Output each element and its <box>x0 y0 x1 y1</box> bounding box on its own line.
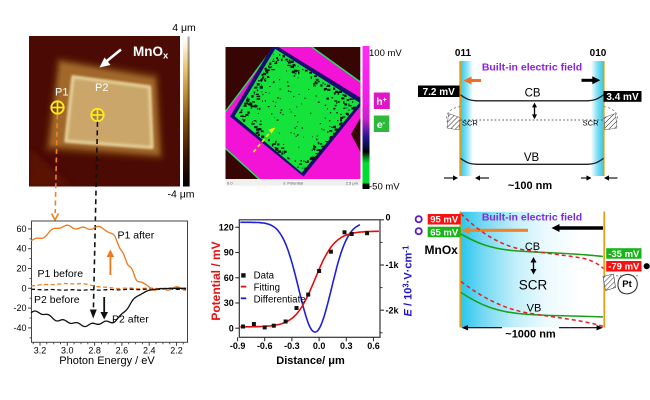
svg-text:65 mV: 65 mV <box>430 227 459 238</box>
svg-text:-0.9: -0.9 <box>230 341 246 351</box>
svg-text:SCR: SCR <box>519 278 548 293</box>
svg-text:0.0: 0.0 <box>227 180 233 185</box>
svg-text:100 mV: 100 mV <box>369 48 402 59</box>
svg-text:2.4: 2.4 <box>143 345 156 355</box>
svg-text:Pt: Pt <box>622 279 632 290</box>
svg-text:0: 0 <box>229 323 234 333</box>
svg-text:E / 103·V·cm-1: E / 103·V·cm-1 <box>402 245 415 316</box>
svg-text:MnOx: MnOx <box>133 44 169 62</box>
svg-text:SCR: SCR <box>583 119 599 128</box>
svg-text:0.3: 0.3 <box>340 341 353 351</box>
svg-text:MnOx: MnOx <box>425 243 459 257</box>
svg-text:Distance/ μm: Distance/ μm <box>276 355 345 367</box>
svg-text:-4 μm: -4 μm <box>167 189 194 201</box>
svg-text:-50 mV: -50 mV <box>369 182 400 193</box>
svg-text:2.5 μm: 2.5 μm <box>346 180 359 185</box>
svg-text:2.2: 2.2 <box>170 345 183 355</box>
svg-text:~1000 nm: ~1000 nm <box>505 329 556 341</box>
svg-text:95 mV: 95 mV <box>430 215 459 226</box>
svg-text:x: Potential: x: Potential <box>283 180 303 185</box>
svg-text:P1: P1 <box>55 87 68 99</box>
svg-text:h+: h+ <box>376 96 387 108</box>
svg-text:-0.6: -0.6 <box>257 341 273 351</box>
svg-text:20: 20 <box>16 264 26 274</box>
svg-text:-20: -20 <box>13 303 26 313</box>
svg-text:-35 mV: -35 mV <box>608 249 640 260</box>
svg-text:011: 011 <box>455 48 472 59</box>
svg-text:VB: VB <box>524 152 540 164</box>
svg-text:-79 mV: -79 mV <box>608 262 640 273</box>
svg-text:7.2 mV: 7.2 mV <box>423 87 456 98</box>
svg-text:Differentiate: Differentiate <box>254 294 306 305</box>
svg-text:P2 before: P2 before <box>34 294 80 306</box>
svg-text:60: 60 <box>224 273 234 283</box>
svg-text:Data: Data <box>254 271 275 282</box>
svg-text:CB: CB <box>525 88 541 100</box>
svg-text:Built-in electric field: Built-in electric field <box>482 62 582 74</box>
svg-text:-1k: -1k <box>386 260 400 270</box>
svg-text:2.8: 2.8 <box>88 345 101 355</box>
svg-text:4 μm: 4 μm <box>172 22 196 34</box>
svg-text:-0.3: -0.3 <box>284 341 300 351</box>
svg-text:P1 before: P1 before <box>38 268 84 280</box>
svg-text:SCR: SCR <box>462 119 478 128</box>
svg-text:~100 nm: ~100 nm <box>508 180 553 192</box>
svg-text:Built-in electric field: Built-in electric field <box>482 212 582 224</box>
svg-text:90: 90 <box>224 248 234 258</box>
svg-text:Photon Energy / eV: Photon Energy / eV <box>59 355 155 367</box>
svg-text:e-: e- <box>377 119 386 131</box>
svg-text:40: 40 <box>16 244 26 254</box>
svg-text:010: 010 <box>590 48 607 59</box>
svg-text:0.0: 0.0 <box>313 341 326 351</box>
svg-text:Potential / mV: Potential / mV <box>209 241 223 320</box>
svg-text:Fitting: Fitting <box>254 282 280 293</box>
svg-text:-2k: -2k <box>386 305 400 315</box>
svg-text:0.6: 0.6 <box>367 341 380 351</box>
svg-text:60: 60 <box>16 224 26 234</box>
svg-text:3.2: 3.2 <box>34 345 47 355</box>
svg-text:P2: P2 <box>95 82 108 94</box>
svg-text:CB: CB <box>525 241 540 253</box>
svg-text:0: 0 <box>21 283 26 293</box>
svg-text:2.6: 2.6 <box>116 345 129 355</box>
svg-text:3.0: 3.0 <box>61 345 74 355</box>
svg-text:P1 after: P1 after <box>118 230 155 242</box>
svg-text:VB: VB <box>527 303 542 315</box>
svg-text:-40: -40 <box>13 323 26 333</box>
svg-text:30: 30 <box>224 298 234 308</box>
svg-text:120: 120 <box>219 223 234 233</box>
svg-text:0: 0 <box>386 212 391 222</box>
svg-text:3.4 mV: 3.4 mV <box>606 92 639 103</box>
svg-text:P2 after: P2 after <box>112 314 149 326</box>
